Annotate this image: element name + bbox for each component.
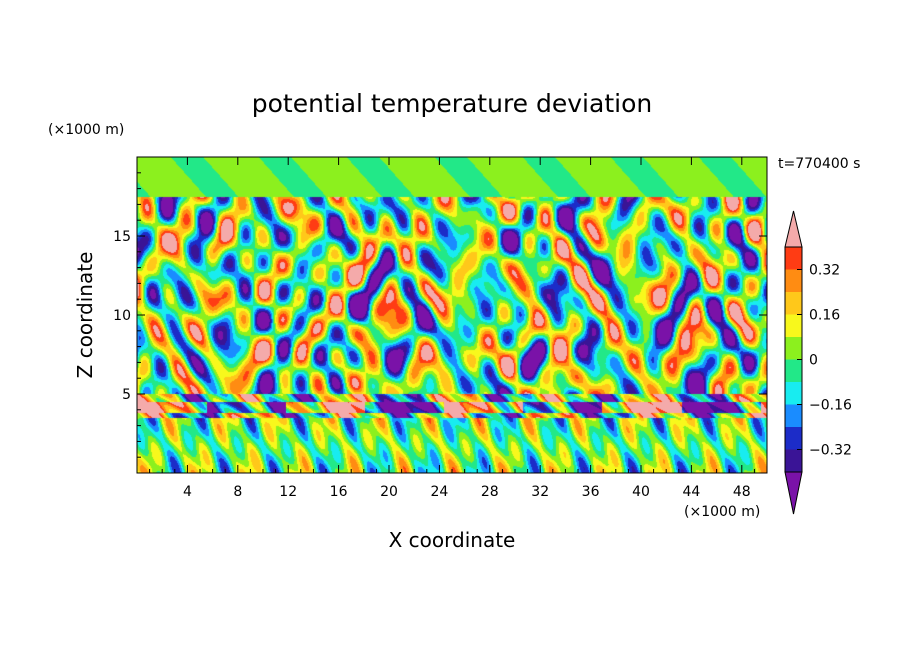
x-axis-label: X coordinate (389, 528, 516, 552)
y-tick-label: 10 (113, 308, 131, 324)
colorbar-band (785, 337, 802, 360)
y-tick-label: 15 (113, 229, 131, 245)
colorbar-band (785, 314, 802, 337)
x-tick-label: 28 (481, 484, 499, 500)
colorbar-band (785, 292, 802, 315)
colorbar-band (785, 427, 802, 450)
colorbar-band (785, 247, 802, 270)
colorbar-band (785, 449, 802, 472)
x-tick-label: 24 (430, 484, 448, 500)
x-tick-label: 48 (733, 484, 751, 500)
time-label: t=770400 s (778, 156, 860, 172)
x-tick-label: 8 (233, 484, 242, 500)
x-tick-label: 36 (582, 484, 600, 500)
chart-title: potential temperature deviation (252, 89, 652, 118)
colorbar-band (785, 404, 802, 427)
y-axis: 5 10 15 (113, 172, 767, 458)
y-unit-label: (×1000 m) (48, 122, 124, 138)
y-tick-label: 5 (122, 387, 131, 403)
colorbar-label: −0.32 (809, 443, 852, 459)
x-tick-label: 4 (183, 484, 192, 500)
colorbar-extend-top (784, 210, 803, 248)
colorbar-label: 0.32 (809, 263, 840, 279)
x-tick-label: 20 (380, 484, 398, 500)
colorbar-band (785, 359, 802, 382)
colorbar: 0.32 0.16 0 −0.16 −0.32 (784, 210, 852, 515)
x-axis: 4 8 12 16 20 24 28 32 36 40 44 48 (149, 157, 755, 500)
x-tick-label: 40 (632, 484, 650, 500)
y-axis-label: Z coordinate (73, 252, 97, 379)
x-tick-label: 32 (531, 484, 549, 500)
x-unit-label: (×1000 m) (684, 504, 760, 520)
colorbar-label: 0.16 (809, 308, 840, 324)
x-tick-label: 44 (682, 484, 700, 500)
contour-field (137, 157, 767, 473)
contour-plot-area (137, 157, 767, 473)
colorbar-band (785, 269, 802, 292)
x-tick-label: 12 (279, 484, 297, 500)
colorbar-extend-bottom (784, 471, 803, 515)
colorbar-label: 0 (809, 353, 818, 369)
colorbar-label: −0.16 (809, 398, 852, 414)
colorbar-band (785, 382, 802, 405)
x-tick-label: 16 (330, 484, 348, 500)
